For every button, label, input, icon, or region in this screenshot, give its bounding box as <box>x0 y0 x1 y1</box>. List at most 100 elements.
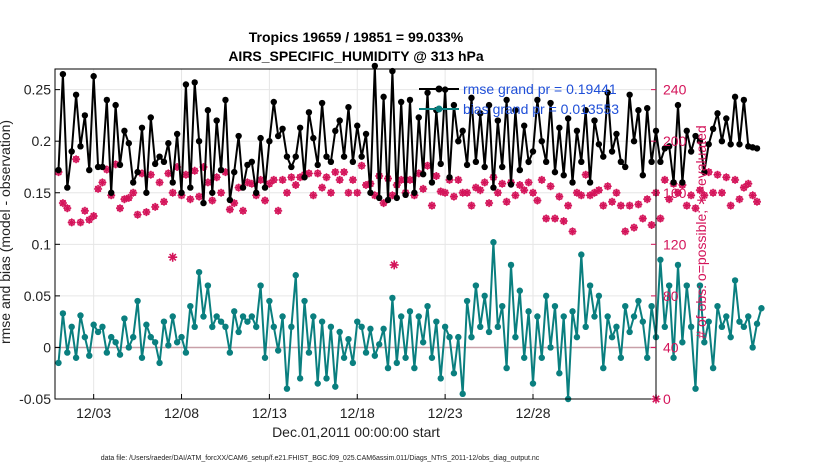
obs-evaluated-point <box>256 175 265 184</box>
bias-point <box>134 297 141 305</box>
obs-evaluated-point <box>586 191 595 200</box>
rmse-point <box>701 168 708 176</box>
obs-evaluated-point <box>164 169 173 178</box>
rmse-point <box>630 137 638 145</box>
bias-point <box>538 354 545 361</box>
bias-point <box>213 313 220 320</box>
bias-point <box>86 352 93 359</box>
obs-evaluated-point <box>98 178 107 187</box>
rmse-point <box>257 134 264 142</box>
bias-point <box>635 297 642 305</box>
bias-point <box>279 313 286 320</box>
bias-point <box>692 385 699 392</box>
rmse-point <box>459 127 466 135</box>
bias-point <box>542 292 550 300</box>
obs-evaluated-point <box>348 175 357 184</box>
rmse-point <box>560 172 567 179</box>
obs-evaluated-point <box>555 192 564 201</box>
rmse-point <box>428 179 436 186</box>
rmse-point <box>709 125 717 133</box>
bias-point <box>630 313 638 320</box>
bias-point <box>68 323 75 331</box>
obs-evaluated-point <box>449 192 458 201</box>
rmse-point <box>424 89 431 96</box>
obs-evaluated-point <box>665 195 674 204</box>
rmse-point <box>125 140 133 147</box>
bias-point <box>718 323 726 331</box>
plot-frame <box>54 68 657 400</box>
rmse-point <box>310 134 317 142</box>
rmse-point <box>437 160 444 168</box>
y-left-tick-label: 0.25 <box>24 82 51 98</box>
rmse-point <box>204 107 212 114</box>
obs-evaluated-point <box>221 168 230 177</box>
rmse-point <box>740 96 748 104</box>
rmse-point <box>600 153 607 160</box>
rmse-point <box>674 101 682 109</box>
bias-point <box>714 302 721 310</box>
rmse-point <box>358 153 365 160</box>
bias-point <box>147 333 154 341</box>
bias-point <box>182 349 190 356</box>
obs-evaluated-point <box>432 172 441 180</box>
rmse-point <box>507 181 515 188</box>
obs-evaluated-point <box>353 188 362 197</box>
chart-title-line1: Tropics 19659 / 19851 = 99.033% <box>249 29 464 45</box>
bias-point <box>301 297 308 305</box>
bias-point <box>516 287 524 294</box>
rmse-point <box>94 163 102 171</box>
bias-point <box>191 323 198 331</box>
obs-evaluated-point <box>146 170 155 179</box>
rmse-point <box>362 130 370 138</box>
bias-point <box>248 313 256 320</box>
rmse-point <box>239 184 247 191</box>
bias-point <box>397 313 405 320</box>
obs-evaluated-point <box>203 178 212 187</box>
rmse-point <box>349 158 357 166</box>
bias-point <box>644 354 651 361</box>
obs-evaluated-point <box>397 175 406 184</box>
bias-point <box>582 323 589 331</box>
rmse-point <box>516 166 524 174</box>
bias-point <box>376 341 383 348</box>
obs-evaluated-point <box>735 195 744 204</box>
rmse-point <box>354 122 361 129</box>
rmse-point <box>529 148 537 155</box>
obs-evaluated-point <box>247 179 256 188</box>
bias-point <box>99 323 106 331</box>
bias-point <box>674 261 682 269</box>
rmse-point <box>485 101 493 109</box>
bias-point <box>195 268 203 276</box>
rmse-point <box>296 124 304 131</box>
bias-point <box>687 323 695 331</box>
rmse-point <box>288 163 295 171</box>
legend: rmse grand pr = 0.19441 bias grand pr = … <box>419 81 619 117</box>
bias-point <box>547 344 554 351</box>
obs-evaluated-point <box>124 193 133 202</box>
y-left-tick-label: -0.05 <box>19 391 51 407</box>
rmse-point <box>608 148 616 155</box>
bias-point <box>463 297 471 305</box>
rmse-point <box>279 125 286 133</box>
obs-evaluated-point <box>748 191 757 200</box>
obs-evaluated-point <box>471 183 480 192</box>
obs-evaluated-point <box>546 182 555 191</box>
rmse-point <box>687 148 695 155</box>
bias-point <box>595 292 603 300</box>
obs-evaluated-point <box>287 173 296 182</box>
bias-point <box>709 364 717 372</box>
obs-evaluated-point <box>89 212 98 220</box>
bias-point <box>112 339 119 346</box>
rmse-point <box>604 89 611 96</box>
bias-point <box>551 302 559 310</box>
obs-evaluated-point <box>515 181 524 189</box>
rmse-point <box>753 145 761 152</box>
obs-evaluated-point <box>634 200 643 209</box>
obs-evaluated-point <box>533 196 542 205</box>
bias-point <box>160 318 168 325</box>
bias-point <box>701 339 708 346</box>
obs-evaluated-point <box>458 188 467 197</box>
bias-point <box>151 339 159 346</box>
rmse-point <box>626 91 633 98</box>
